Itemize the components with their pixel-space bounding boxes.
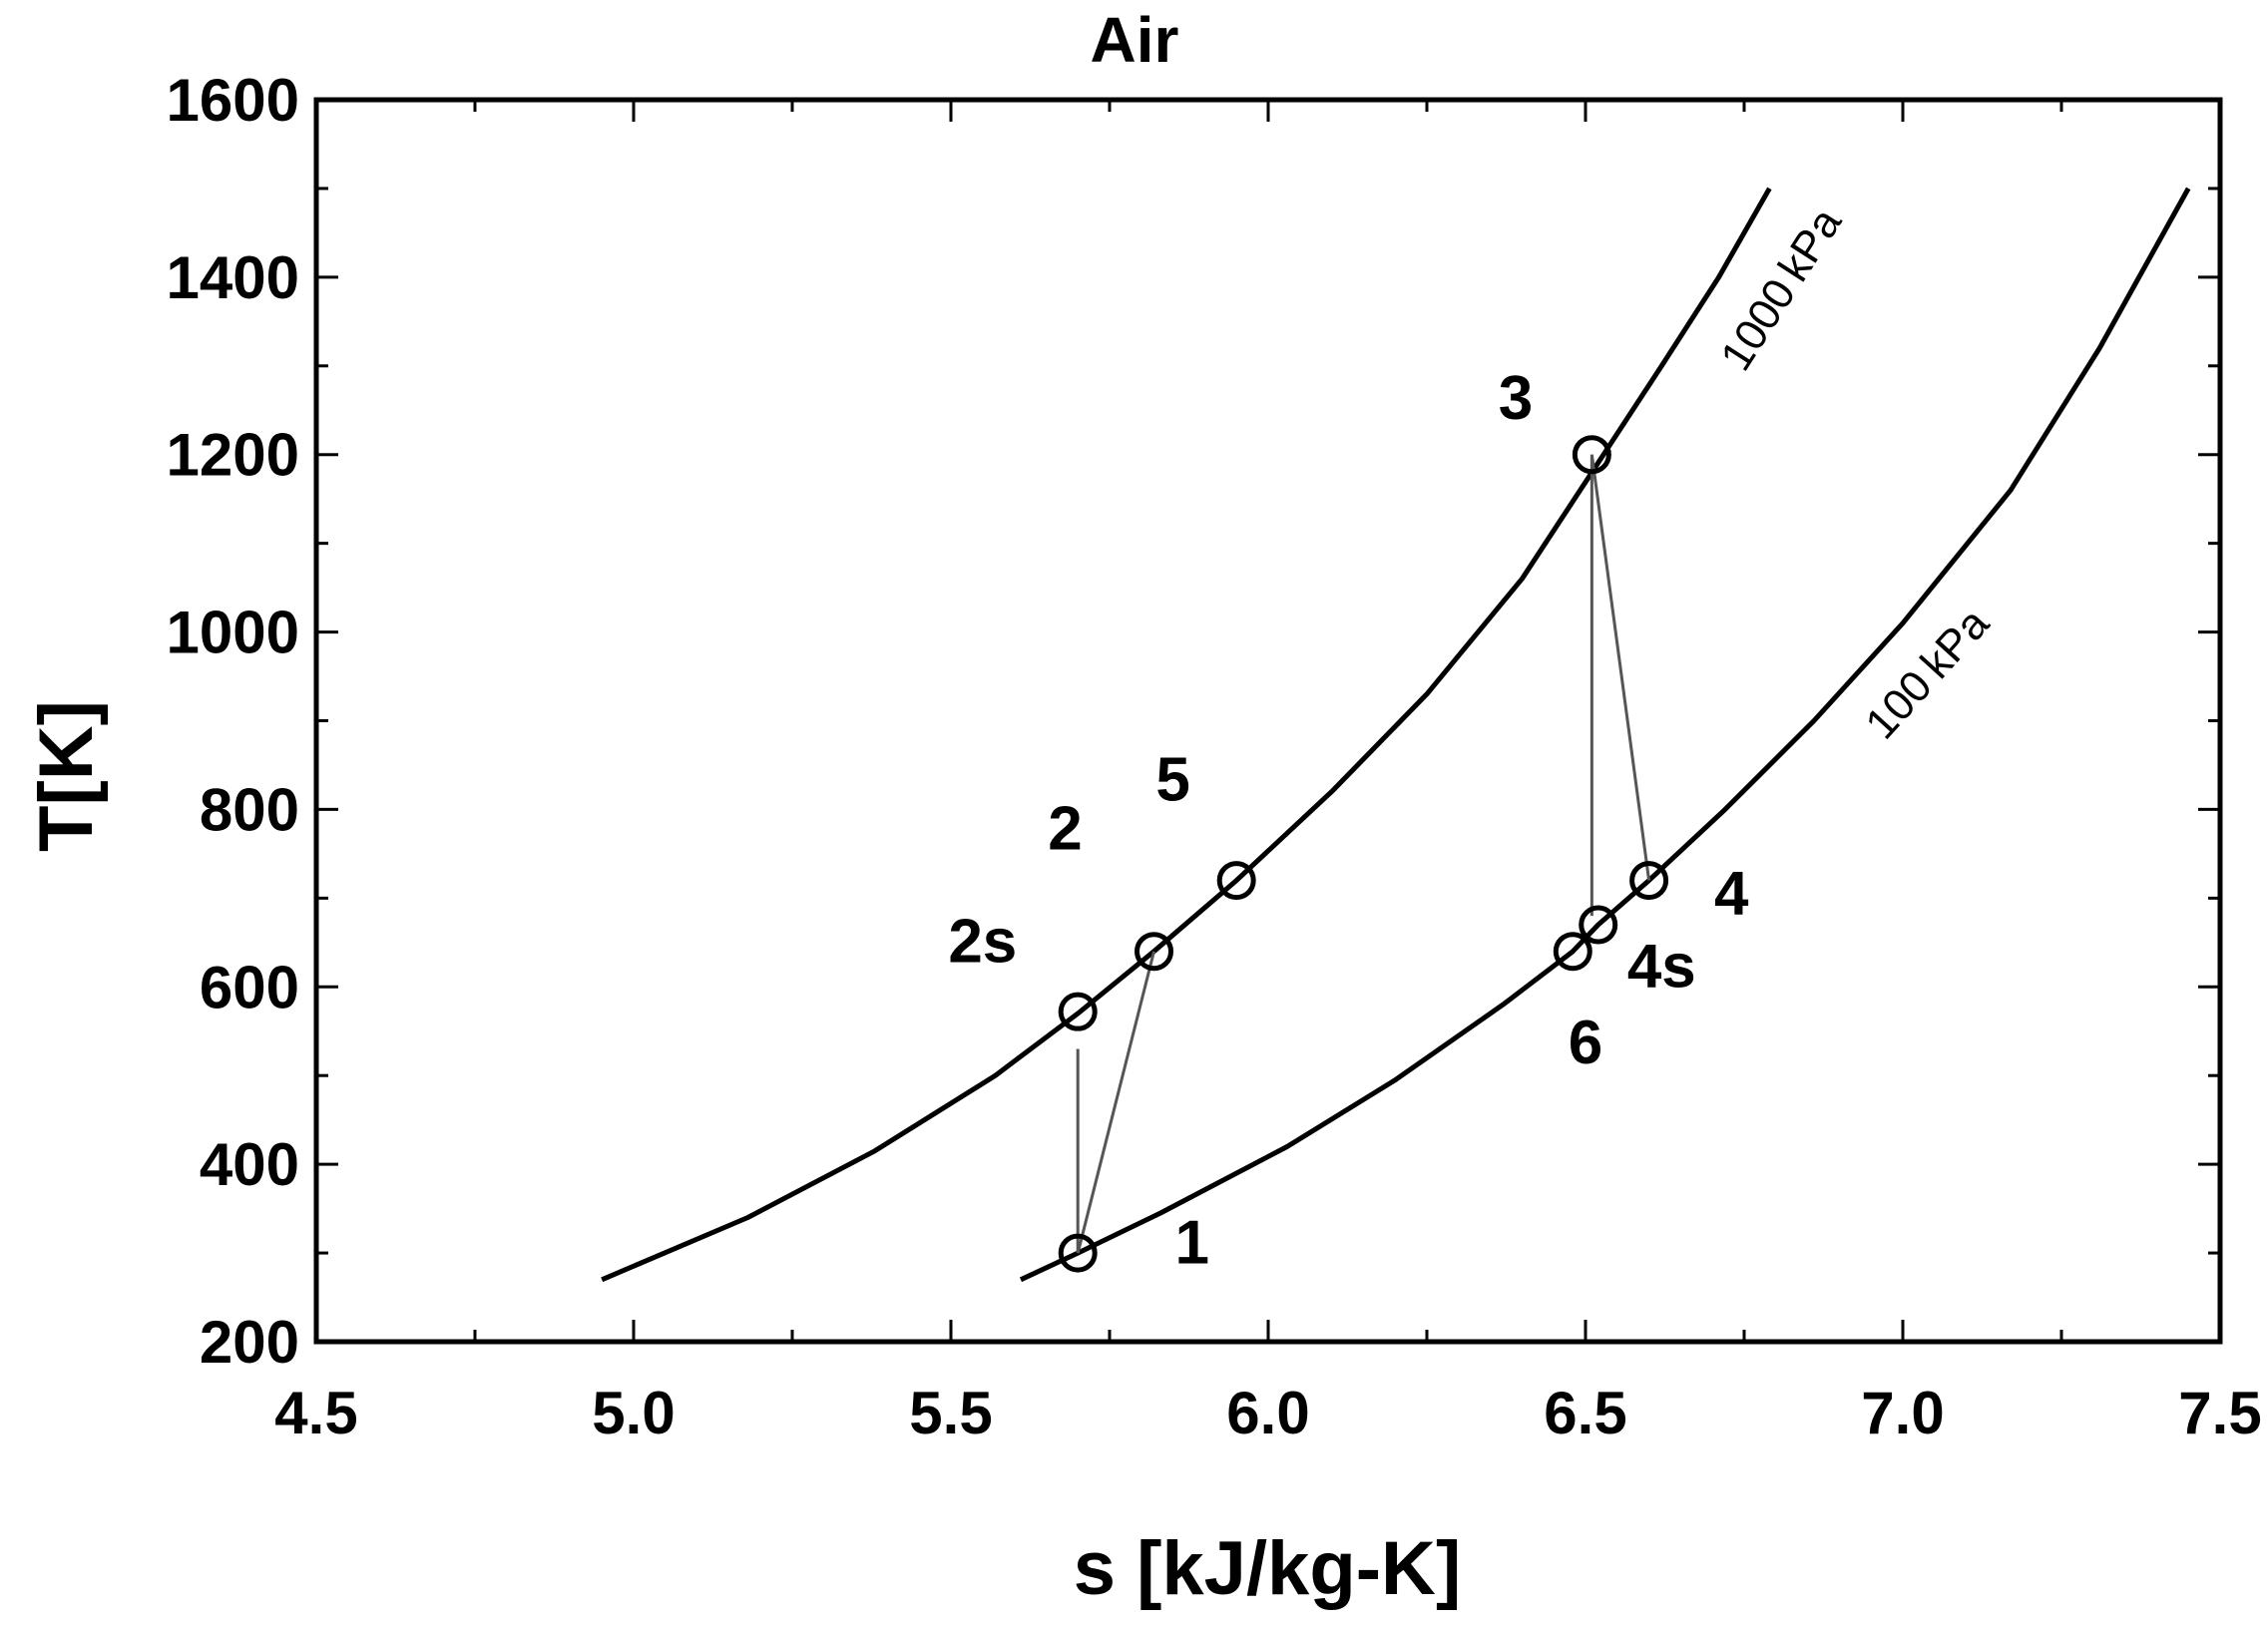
state-point-marker-6 — [1553, 932, 1592, 972]
isobar-line-1 — [601, 187, 1772, 1283]
x-tick-label: 7.0 — [1861, 1380, 1944, 1446]
state-point-marker-4 — [1629, 861, 1669, 901]
y-tick-label: 1200 — [167, 422, 299, 489]
isobar-curves: 1000 kPa 100 kPa — [601, 187, 2191, 1283]
y-tick-label: 600 — [200, 954, 299, 1020]
y-tick-label: 1000 — [167, 600, 299, 666]
isobar-label: 1000 kPa — [1711, 200, 1851, 379]
y-tick-label: 1400 — [167, 244, 299, 311]
state-point-label-2: 2 — [1048, 794, 1082, 863]
state-point-label-6: 6 — [1569, 1009, 1602, 1077]
state-point-label-2s: 2s — [948, 907, 1017, 976]
state-point-marker-3 — [1572, 435, 1611, 475]
isobar-label: 100 kPa — [1856, 599, 1999, 748]
y-tick-label: 200 — [200, 1309, 299, 1376]
state-point-marker-5 — [1216, 861, 1256, 901]
x-tick-label: 4.5 — [274, 1380, 357, 1446]
state-point-label-5: 5 — [1155, 746, 1189, 815]
isobar-line-2 — [1019, 187, 2191, 1283]
isobar-label-gap — [1693, 364, 1744, 403]
process-line — [1589, 454, 1651, 881]
axis-ticks: 4.5 5.0 5.5 6.0 6.5 7.0 7.5 200 400 600 800 1000 120… — [167, 67, 2262, 1446]
state-point-marker-2s — [1058, 992, 1098, 1031]
state-point-marker-2 — [1134, 932, 1174, 972]
x-tick-label: 6.5 — [1544, 1380, 1626, 1446]
state-points — [1058, 435, 1669, 1273]
x-tick-label: 5.0 — [592, 1380, 675, 1446]
x-axis-label: s [kJ/kg-K] — [1074, 1526, 1462, 1611]
state-point-marker-4s — [1579, 905, 1618, 945]
state-point-label-3: 3 — [1499, 364, 1533, 433]
y-tick-label: 1600 — [167, 67, 299, 134]
state-point-label-1: 1 — [1174, 1209, 1208, 1278]
y-axis-label: T[K] — [24, 700, 109, 852]
x-tick-label: 6.0 — [1226, 1380, 1309, 1446]
process-lines — [1076, 454, 1651, 1254]
state-point-label-4: 4 — [1714, 859, 1749, 928]
y-tick-label: 800 — [200, 776, 299, 843]
isobar-label-gap — [1835, 725, 1882, 770]
x-tick-label: 7.5 — [2178, 1380, 2261, 1446]
process-line — [1076, 951, 1155, 1254]
state-point-labels: 1 2s 2 5 3 4 4s 6 — [948, 364, 1749, 1278]
plot-area-frame — [313, 97, 2223, 1345]
x-tick-label: 5.5 — [909, 1380, 992, 1446]
chart-title: Air — [1091, 4, 1179, 76]
y-tick-label: 400 — [200, 1131, 299, 1198]
state-point-label-4s: 4s — [1627, 932, 1696, 1001]
state-point-marker-1 — [1058, 1233, 1098, 1273]
